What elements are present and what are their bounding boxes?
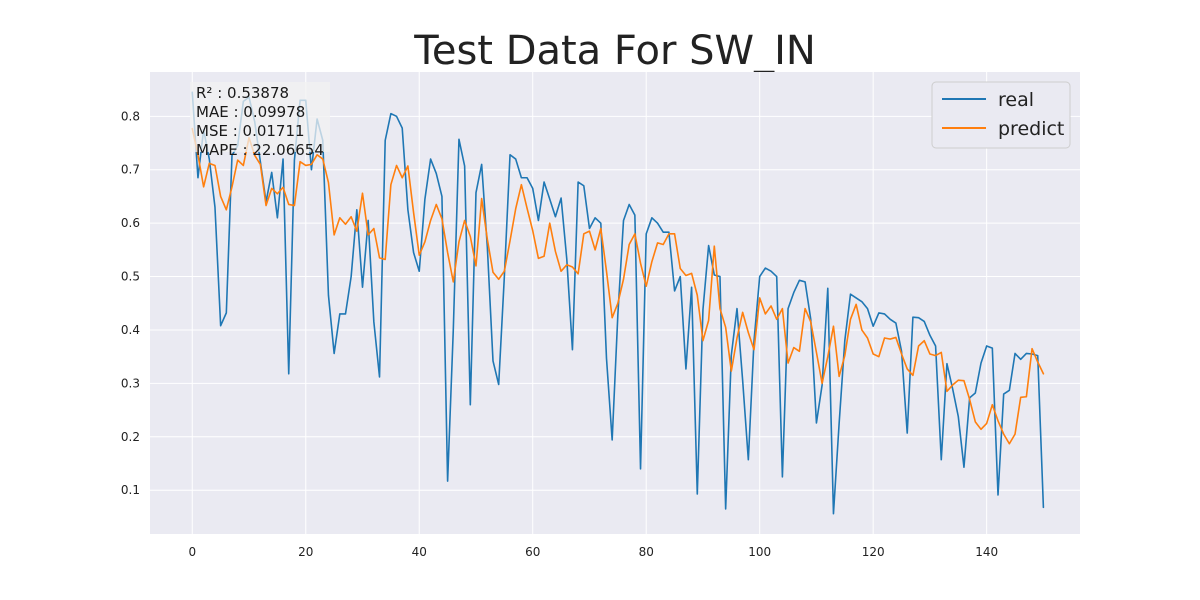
y-tick-label: 0.4 — [121, 323, 140, 337]
x-tick-label: 100 — [748, 545, 771, 559]
x-tick-label: 140 — [975, 545, 998, 559]
metrics-box-background — [190, 82, 330, 152]
y-tick-label: 0.1 — [121, 483, 140, 497]
x-tick-label: 0 — [188, 545, 196, 559]
series-lines — [191, 91, 1045, 515]
y-tick-label: 0.6 — [121, 216, 140, 230]
chart-title: Test Data For SW_IN — [413, 28, 816, 74]
legend-label-real: real — [998, 89, 1034, 111]
y-tick-label: 0.5 — [121, 270, 140, 284]
y-tick-label: 0.3 — [121, 376, 140, 390]
metric-line: MSE : 0.01711 — [196, 122, 305, 140]
tick-labels: 0 20 40 60 80 100 120 140 0.1 0.2 0.3 0.4 0.5 0.6 0.7 0… — [121, 109, 998, 559]
y-tick-label: 0.2 — [121, 430, 140, 444]
x-tick-label: 20 — [298, 545, 313, 559]
y-tick-label: 0.7 — [121, 163, 140, 177]
x-tick-label: 60 — [525, 545, 540, 559]
series-line-predict — [191, 127, 1045, 445]
x-tick-label: 120 — [862, 545, 885, 559]
metric-line: R² : 0.53878 — [196, 84, 289, 102]
x-tick-label: 40 — [412, 545, 427, 559]
metric-line: MAPE : 22.06654 — [196, 141, 324, 159]
legend: real predict — [931, 81, 1071, 149]
series-line-real — [191, 91, 1045, 515]
metric-line: MAE : 0.09978 — [196, 103, 305, 121]
legend-label-predict: predict — [998, 118, 1064, 140]
x-tick-label: 80 — [639, 545, 654, 559]
y-tick-label: 0.8 — [121, 109, 140, 123]
